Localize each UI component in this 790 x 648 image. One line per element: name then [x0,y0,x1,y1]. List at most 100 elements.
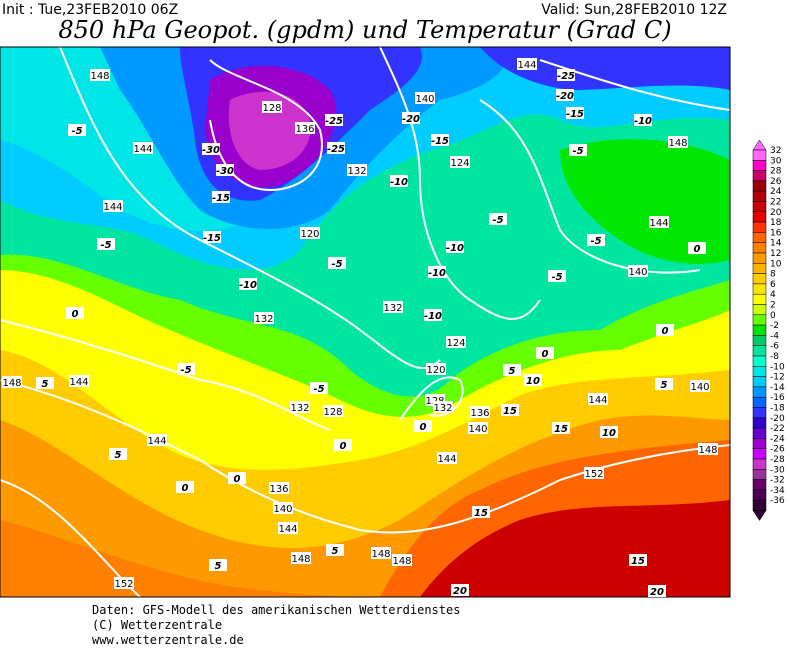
temperature-label: -10 [428,268,446,279]
legend-label: -32 [770,476,785,486]
label-box [655,378,673,390]
geopotential-label: 148 [698,445,717,456]
geopotential-label: 144 [278,524,297,535]
map-field [0,46,731,598]
label-box [383,301,403,313]
temperature-label: -5 [100,240,111,251]
label-box [310,382,328,394]
legend-band [752,180,767,192]
temperature-label: 15 [631,556,645,567]
label-box [688,242,706,254]
temperature-label: 20 [453,586,467,597]
temperature-label: -5 [313,384,324,395]
legend-label: 10 [770,259,782,269]
label-box [68,124,86,136]
label-box [634,114,652,126]
temperature-label: -5 [180,365,191,376]
label-box [290,401,310,413]
label-box [517,58,537,70]
legend-label: 18 [770,218,782,228]
legend-label: -8 [770,352,779,362]
temperature-label: -5 [590,236,601,247]
geopotential-label: 144 [588,395,607,406]
label-box [503,364,521,376]
label-box [327,142,345,154]
temperature-label: -5 [331,259,342,270]
temperature-label: 0 [542,349,549,360]
geopotential-label: 152 [114,579,133,590]
label-box [446,336,466,348]
temperature-label: -5 [492,215,503,226]
label-box [431,134,449,146]
legend-band [752,170,767,182]
label-box [656,324,674,336]
temperature-label: -10 [424,311,442,322]
geopotential-label: 140 [415,94,434,105]
label-box [424,309,442,321]
label-box [97,238,115,250]
temperature-label: -5 [71,126,82,137]
geopotential-label: 124 [446,338,465,349]
label-box [147,434,167,446]
label-box [588,393,608,405]
geopotential-label: 136 [295,124,314,135]
label-box [325,114,343,126]
footer-line: www.wetterzentrale.de [92,633,244,647]
temperature-label: 15 [474,508,488,519]
temperature-label: -10 [446,243,464,254]
color-legend: 32302826242220181614121086420-2-4-6-8-10… [752,139,785,521]
geopotential-label: 136 [269,484,288,495]
geopotential-label: 136 [470,408,489,419]
label-box [90,69,110,81]
temperature-label: -30 [216,166,234,177]
legend-band [752,448,767,460]
legend-label: -18 [770,404,785,414]
legend-band [752,304,767,316]
temperature-label: 5 [215,561,222,572]
temperature-label: -30 [202,145,220,156]
label-box [451,584,469,596]
label-box [269,482,289,494]
label-box [176,481,194,493]
label-box [371,547,391,559]
legend-band [752,479,767,491]
temperature-label: 0 [662,326,669,337]
legend-band [752,335,767,346]
label-box [2,376,22,388]
geopotential-label: 132 [383,303,402,314]
temperature-label: 5 [509,366,516,377]
label-box [114,577,134,589]
label-box [216,164,234,176]
geopotential-label: 144 [103,202,122,213]
legend-label: 16 [770,228,782,238]
legend-band [752,489,767,501]
label-box [326,544,344,556]
label-box [291,552,311,564]
label-box [300,227,320,239]
label-box [334,439,352,451]
geopotential-label: 152 [584,469,603,480]
label-box [415,92,435,104]
geopotential-label: 132 [433,403,452,414]
label-box [690,380,710,392]
label-box [628,265,648,277]
label-box [629,554,647,566]
legend-label: 32 [770,146,781,156]
label-box [103,200,123,212]
legend-label: -16 [770,393,785,403]
temperature-label: 20 [650,587,664,598]
legend-label: -12 [770,373,785,383]
footer-line: (C) Wetterzentrale [92,618,222,632]
temperature-label: -15 [212,193,230,204]
legend-label: 22 [770,198,781,208]
label-box [202,143,220,155]
legend-band [752,221,767,233]
geopotential-label: 132 [290,403,309,414]
map-labels: 1481441401361321281241201441441441401481… [2,58,718,598]
label-box [414,420,432,432]
label-box [557,69,575,81]
legend-label: 20 [770,208,782,218]
label-box [133,142,153,154]
label-box [177,363,195,375]
